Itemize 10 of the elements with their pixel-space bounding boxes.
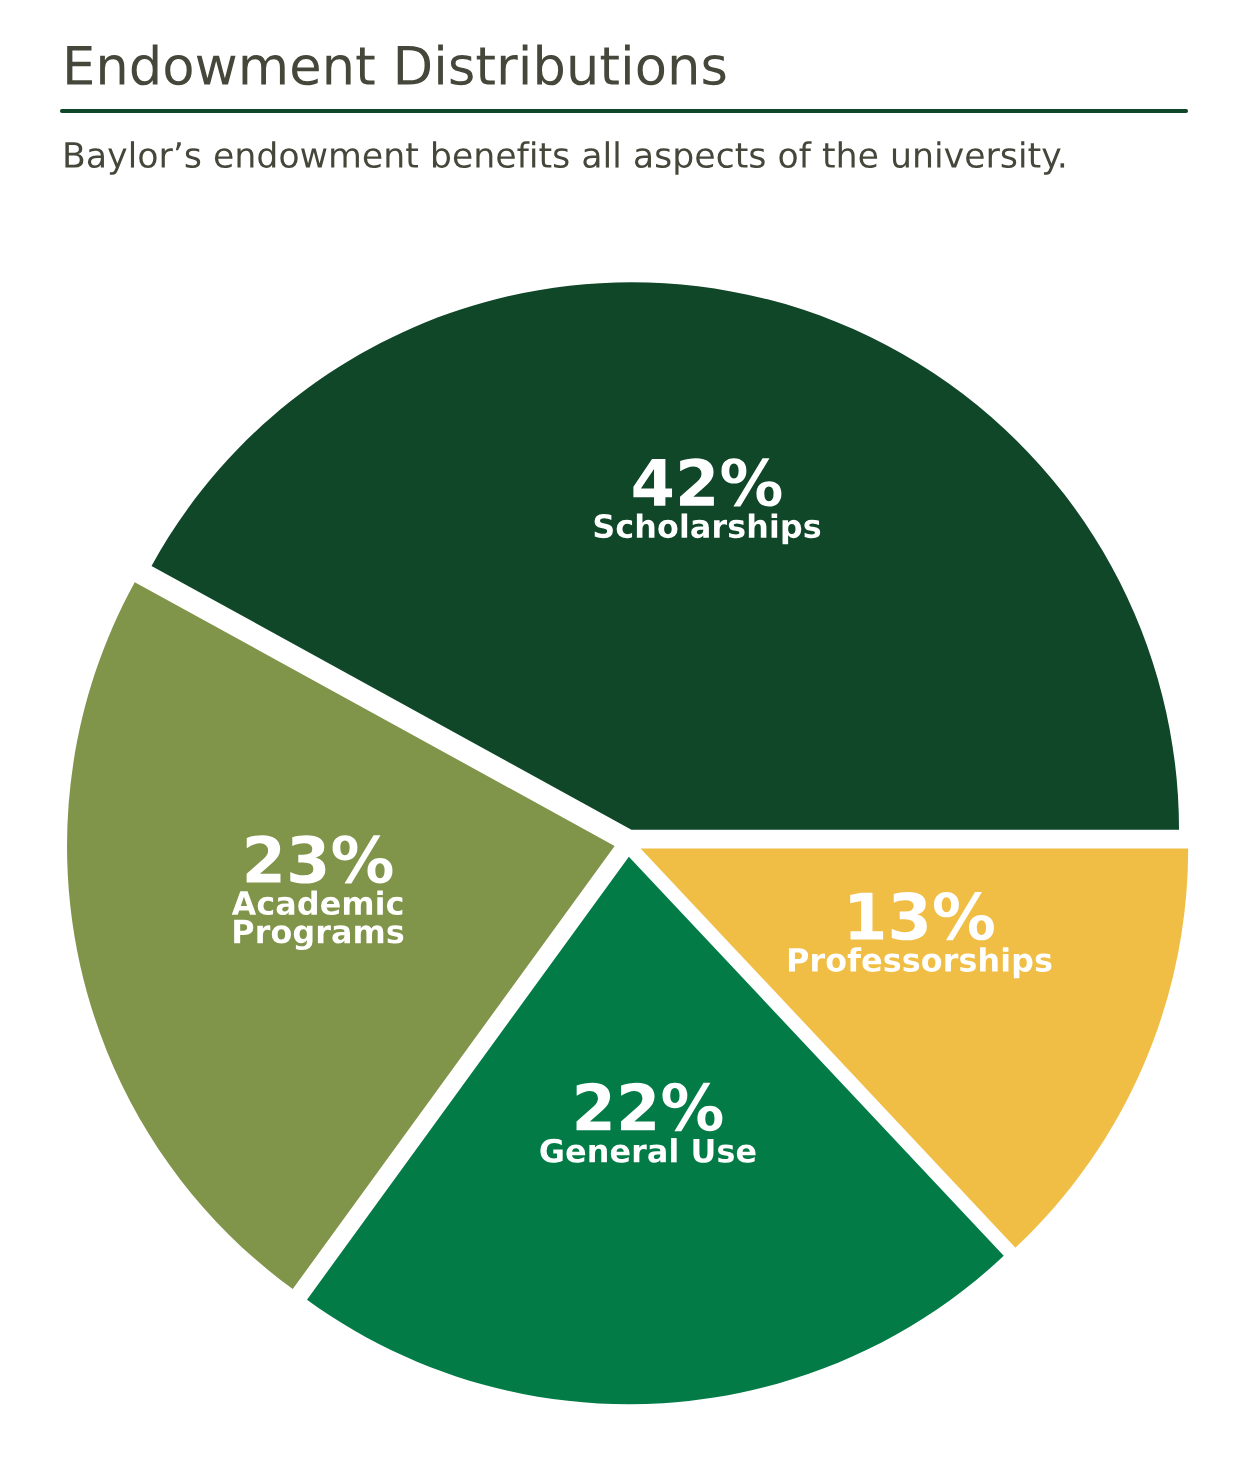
chart-title: Endowment Distributions (67, 44, 726, 86)
data-label: 13% (850, 892, 994, 941)
slice-label: General Use (540, 1138, 756, 1163)
slice-label: Academic Programs (231, 890, 404, 951)
data-label: 42% (633, 458, 782, 507)
slice-label: Professorships (788, 947, 1052, 979)
chart-subtitle: Baylor’s endowment benefits all aspects of the university. (65, 141, 1065, 175)
data-label: 23% (246, 835, 393, 884)
data-label: 22% (576, 1082, 723, 1132)
slice-label: Scholarships (594, 513, 821, 545)
